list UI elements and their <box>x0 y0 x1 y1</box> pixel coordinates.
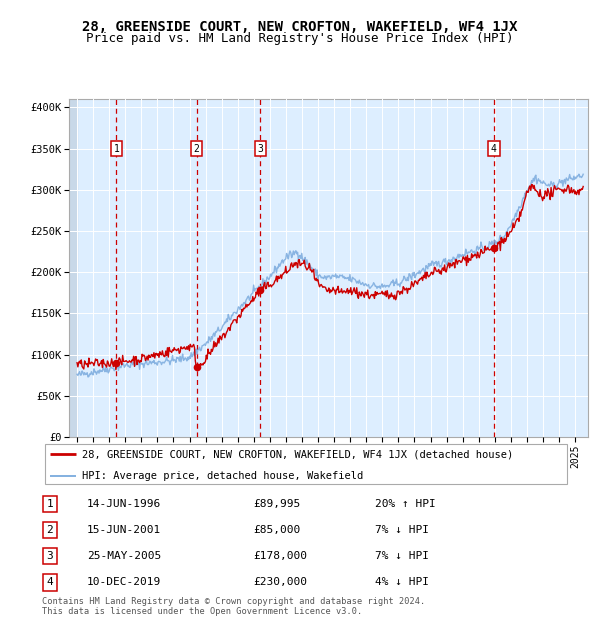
Text: 28, GREENSIDE COURT, NEW CROFTON, WAKEFIELD, WF4 1JX (detached house): 28, GREENSIDE COURT, NEW CROFTON, WAKEFI… <box>82 449 513 459</box>
Text: 7% ↓ HPI: 7% ↓ HPI <box>374 525 428 535</box>
Text: 28, GREENSIDE COURT, NEW CROFTON, WAKEFIELD, WF4 1JX: 28, GREENSIDE COURT, NEW CROFTON, WAKEFI… <box>82 20 518 34</box>
Text: Price paid vs. HM Land Registry's House Price Index (HPI): Price paid vs. HM Land Registry's House … <box>86 32 514 45</box>
Text: 4% ↓ HPI: 4% ↓ HPI <box>374 577 428 587</box>
Text: 1: 1 <box>113 144 119 154</box>
Text: 4: 4 <box>47 577 53 587</box>
Text: 2: 2 <box>47 525 53 535</box>
Text: This data is licensed under the Open Government Licence v3.0.: This data is licensed under the Open Gov… <box>42 607 362 616</box>
Text: 3: 3 <box>257 144 263 154</box>
FancyBboxPatch shape <box>44 445 568 484</box>
Text: 1: 1 <box>47 499 53 509</box>
Text: £230,000: £230,000 <box>253 577 307 587</box>
Text: £178,000: £178,000 <box>253 551 307 561</box>
Text: 7% ↓ HPI: 7% ↓ HPI <box>374 551 428 561</box>
Text: 15-JUN-2001: 15-JUN-2001 <box>87 525 161 535</box>
Text: HPI: Average price, detached house, Wakefield: HPI: Average price, detached house, Wake… <box>82 471 363 480</box>
Text: 14-JUN-1996: 14-JUN-1996 <box>87 499 161 509</box>
Text: 20% ↑ HPI: 20% ↑ HPI <box>374 499 436 509</box>
Text: 4: 4 <box>491 144 497 154</box>
Text: £85,000: £85,000 <box>253 525 301 535</box>
Text: Contains HM Land Registry data © Crown copyright and database right 2024.: Contains HM Land Registry data © Crown c… <box>42 597 425 606</box>
Text: 3: 3 <box>47 551 53 561</box>
Bar <box>69 99 77 437</box>
Text: 25-MAY-2005: 25-MAY-2005 <box>87 551 161 561</box>
Text: 2: 2 <box>194 144 200 154</box>
Text: 10-DEC-2019: 10-DEC-2019 <box>87 577 161 587</box>
Text: £89,995: £89,995 <box>253 499 301 509</box>
